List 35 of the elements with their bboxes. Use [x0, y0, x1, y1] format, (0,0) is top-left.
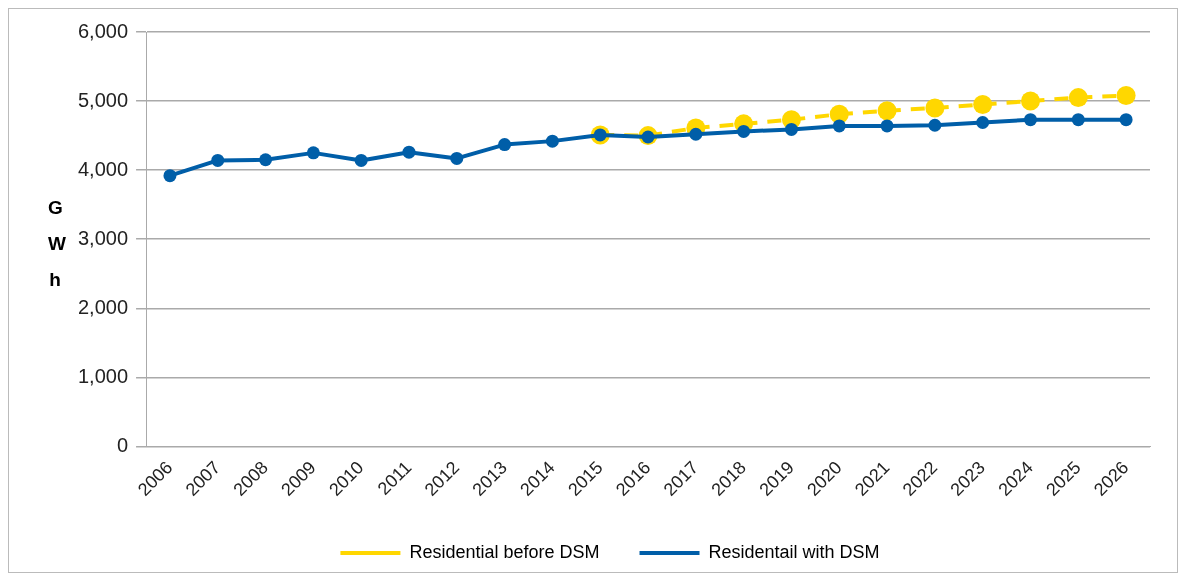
point [925, 98, 945, 118]
point [877, 101, 897, 121]
point [976, 115, 990, 129]
point [1116, 86, 1136, 106]
legend-label: Residential before DSM [409, 541, 600, 562]
point [928, 118, 942, 132]
y-tick-label: 6,000 [77, 19, 129, 42]
y-tick-label: 0 [116, 433, 129, 456]
point [1068, 88, 1088, 108]
point [1119, 113, 1133, 127]
point [306, 146, 320, 160]
y-tick-label: 2,000 [77, 295, 129, 318]
point [832, 119, 846, 133]
point [259, 153, 273, 167]
y-tick-label: 4,000 [77, 157, 129, 180]
point [211, 153, 225, 167]
y-axis-title: GWh [48, 196, 66, 292]
point [689, 127, 703, 141]
y-tick-label: 1,000 [77, 364, 129, 387]
point [880, 119, 894, 133]
y-tick-label: 5,000 [77, 88, 129, 111]
point [163, 169, 177, 183]
point [450, 151, 464, 165]
point [1020, 91, 1040, 111]
point [402, 145, 416, 159]
point [973, 95, 993, 115]
point [1023, 113, 1037, 127]
legend-label: Residentail with DSM [708, 541, 880, 562]
point [354, 153, 368, 167]
y-tick-label: 3,000 [77, 226, 129, 249]
point [784, 122, 798, 136]
point [545, 134, 559, 148]
point [498, 138, 512, 152]
point [1071, 113, 1085, 127]
point [737, 124, 751, 138]
